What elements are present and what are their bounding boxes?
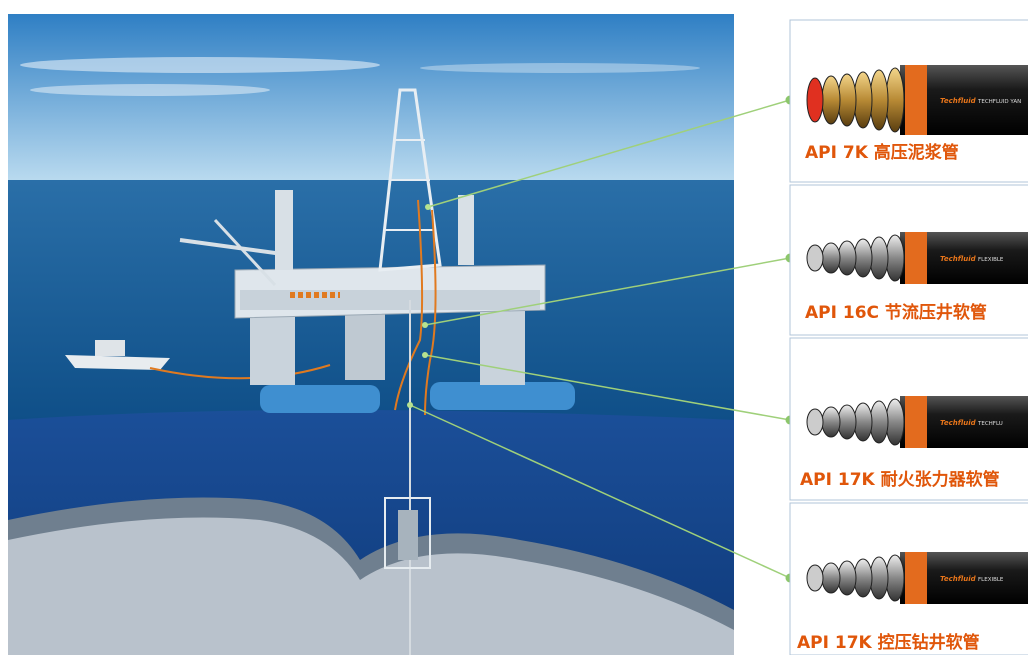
callout-line — [424, 257, 791, 326]
hose-layer — [885, 398, 905, 446]
hose-layer — [837, 240, 857, 276]
hose-layer — [869, 556, 889, 600]
hose-layer — [869, 400, 889, 444]
hose-brand: Techfluid — [940, 575, 977, 583]
hose-layer — [821, 406, 841, 438]
hose-end — [806, 77, 824, 123]
hose-layer — [837, 560, 857, 596]
hose: Techfluid FLEXIBLE — [806, 552, 1028, 604]
hose-layer — [821, 242, 841, 274]
callout-line — [424, 354, 791, 421]
hose: Techfluid TECHFLUID YAN — [806, 65, 1028, 135]
hose-band — [905, 552, 927, 604]
hose-end — [806, 408, 824, 436]
hose-layer — [885, 234, 905, 282]
hose-layer — [853, 558, 873, 598]
hose-layer — [837, 404, 857, 440]
product-label: API 17K 控压钻井软管 — [797, 632, 980, 653]
callout-dot — [422, 352, 428, 358]
hose-brand: Techfluid — [940, 255, 977, 263]
illustration — [8, 14, 734, 655]
hose-print: TECHFLU — [977, 421, 1003, 427]
hose-print: FLEXIBLE — [978, 577, 1004, 583]
callout-dot — [422, 322, 428, 328]
hose-band — [905, 396, 927, 448]
hose-layer — [853, 71, 873, 129]
hose-end — [806, 244, 824, 272]
hose-layer — [853, 238, 873, 278]
hose-layer — [837, 73, 857, 127]
hose-layer — [821, 562, 841, 594]
callout-dot — [425, 204, 431, 210]
product-label: API 17K 耐火张力器软管 — [800, 469, 1000, 490]
hose-end — [806, 564, 824, 592]
product-label: API 16C 节流压井软管 — [805, 302, 987, 323]
callout-line — [427, 99, 791, 208]
hose-print: FLEXIBLE — [978, 257, 1004, 263]
hose-layer — [869, 236, 889, 280]
hose-band — [905, 232, 927, 284]
hose-layer — [885, 554, 905, 602]
hose-layer — [869, 69, 889, 131]
hose-print: TECHFLUID YAN — [977, 99, 1021, 105]
callout-line — [409, 404, 791, 579]
hose-layer — [885, 67, 905, 133]
product-label: API 7K 高压泥浆管 — [805, 142, 959, 163]
hose-band — [905, 65, 927, 135]
hose: Techfluid FLEXIBLE — [806, 232, 1028, 284]
hose-layer — [821, 75, 841, 125]
hose-layer — [853, 402, 873, 442]
callout-dot — [407, 402, 413, 408]
hose-brand: Techfluid — [940, 419, 977, 427]
hose-brand: Techfluid — [940, 97, 977, 105]
hose: Techfluid TECHFLU — [806, 396, 1028, 448]
